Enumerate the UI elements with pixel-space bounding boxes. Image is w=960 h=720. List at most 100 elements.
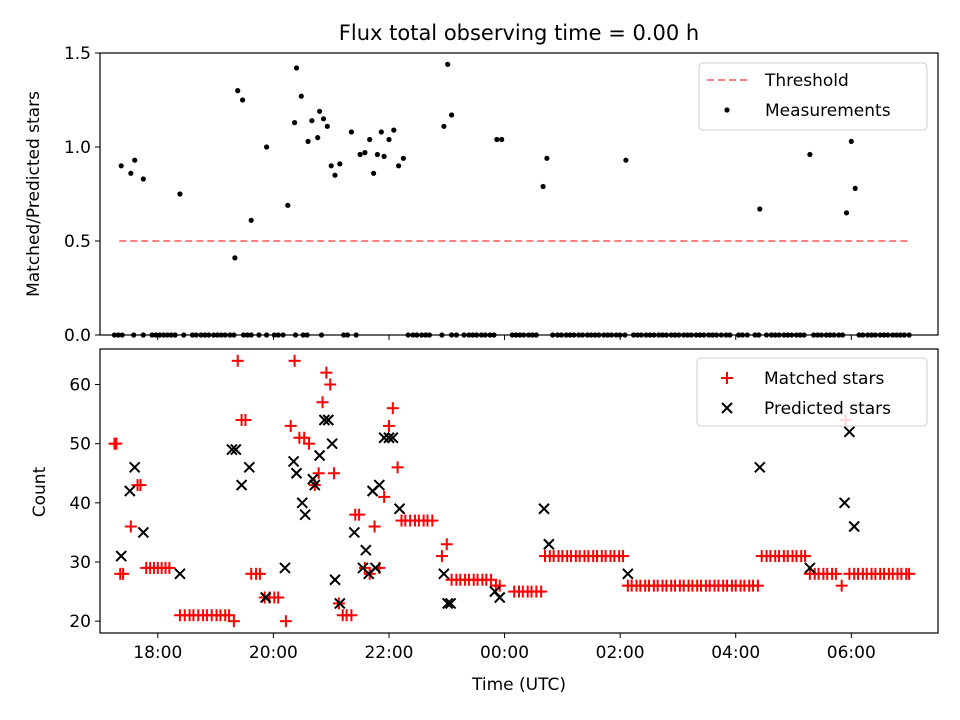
matched-star-point (829, 567, 842, 580)
predicted-star-point (174, 568, 186, 580)
x-tick-label: 18:00 (133, 643, 182, 663)
matched-star-point (284, 419, 297, 432)
measurement-point (232, 255, 238, 261)
measurement-point (293, 65, 300, 71)
matched-star-point (382, 419, 395, 432)
top-panel: 0.0 0.5 1.0 1.5 Matched/Predicted stars Thr… (24, 44, 939, 346)
matched-star-point (903, 567, 916, 580)
measurement-point (396, 163, 402, 169)
measurement-point (807, 151, 813, 158)
matched-star-point (368, 520, 381, 533)
matched-star-point (426, 514, 439, 527)
predicted-star-point (322, 414, 334, 426)
measurement-point (540, 183, 546, 190)
measurement-point (357, 151, 363, 158)
measurement-point (391, 127, 397, 133)
x-tick-label: 04:00 (711, 643, 760, 663)
top-y-tick-label: 0.0 (64, 326, 91, 346)
top-y-tick-label: 1.5 (64, 44, 91, 64)
bottom-panel: 20 30 40 50 60 18:00 20:00 22:00 00:00 02:00 04:0… (30, 348, 939, 695)
measurement-point (400, 155, 406, 161)
matched-star-point (279, 615, 292, 628)
measurement-point (623, 157, 629, 163)
predicted-star-point (235, 479, 248, 491)
predicted-star-point (378, 432, 390, 444)
predicted-star-point (838, 497, 851, 509)
top-legend: Threshold Measurements (698, 62, 928, 131)
matched-star-point (231, 354, 244, 367)
measurement-point (348, 129, 354, 135)
measurement-point (140, 176, 146, 182)
measurement-point (332, 172, 338, 178)
predicted-star-point (279, 562, 291, 574)
predicted-star-point (299, 508, 311, 521)
matched-star-point (440, 538, 453, 551)
matched-star-point (320, 366, 333, 379)
predicted-star-point (137, 526, 150, 539)
predicted-star-point (387, 432, 399, 444)
predicted-star-point (309, 479, 321, 491)
predicted-star-point (334, 597, 346, 610)
legend-predicted-swatch (721, 402, 733, 414)
predicted-star-point (848, 520, 860, 533)
predicted-star-point (444, 597, 457, 610)
top-y-tick-label: 0.5 (64, 232, 91, 252)
bottom-y-tick-label: 40 (69, 494, 91, 514)
predicted-star-point (494, 591, 506, 604)
predicted-star-point (843, 426, 856, 438)
matched-star-point (288, 354, 301, 367)
top-legend-box (698, 62, 928, 131)
x-axis-label: Time (UTC) (471, 675, 566, 695)
measurement-point (848, 138, 854, 144)
measurement-point (177, 191, 183, 197)
matched-star-point (751, 579, 764, 592)
measurement-point (386, 136, 392, 143)
matched-star-point (328, 467, 341, 480)
predicted-star-point (442, 597, 454, 610)
top-y-axis-label: Matched/Predicted stars (24, 91, 44, 297)
predicted-star-point (318, 414, 331, 426)
measurement-point (328, 163, 334, 169)
top-y-tick-label: 1.0 (64, 138, 91, 158)
matched-star-point (799, 550, 812, 563)
predicted-star-point (313, 449, 326, 462)
matched-star-point (272, 591, 285, 604)
legend-matched-label: Matched stars (764, 369, 884, 389)
predicted-star-point (348, 526, 360, 539)
bottom-x-axis: 18:00 20:00 22:00 00:00 02:00 04:00 06:00 (133, 633, 876, 663)
predicted-star-point (287, 455, 300, 468)
predicted-star-point (622, 568, 634, 580)
legend-predicted-label: Predicted stars (764, 399, 891, 419)
measurement-point (285, 202, 291, 208)
predicted-star-point (754, 461, 766, 474)
bottom-plot-area (108, 354, 916, 628)
predicted-star-point (393, 503, 406, 515)
predicted-star-point (329, 574, 341, 586)
predicted-star-point (804, 562, 816, 574)
matched-star-point (117, 567, 130, 580)
predicted-star-point (296, 497, 308, 509)
x-tick-label: 22:00 (364, 643, 413, 663)
predicted-star-point (128, 461, 141, 474)
bottom-y-tick-label: 50 (69, 435, 91, 455)
bottom-y-tick-label: 20 (69, 612, 91, 632)
measurement-point (381, 153, 387, 159)
measurement-point (494, 136, 500, 143)
measurement-point (441, 123, 447, 129)
measurement-point (118, 163, 124, 169)
predicted-star-point (115, 550, 127, 562)
matched-star-point (239, 414, 252, 426)
matched-star-point (324, 378, 337, 391)
matched-star-point (386, 402, 399, 415)
matched-star-point (345, 609, 358, 622)
predicted-star-point (373, 479, 386, 491)
predicted-star-point (259, 591, 272, 604)
matched-star-point (110, 437, 123, 450)
matched-star-point (163, 561, 176, 574)
predicted-star-point (226, 443, 238, 456)
measurement-point (374, 151, 380, 158)
measurement-point (445, 61, 451, 67)
matched-star-point (493, 579, 506, 592)
measurement-point (320, 116, 327, 122)
